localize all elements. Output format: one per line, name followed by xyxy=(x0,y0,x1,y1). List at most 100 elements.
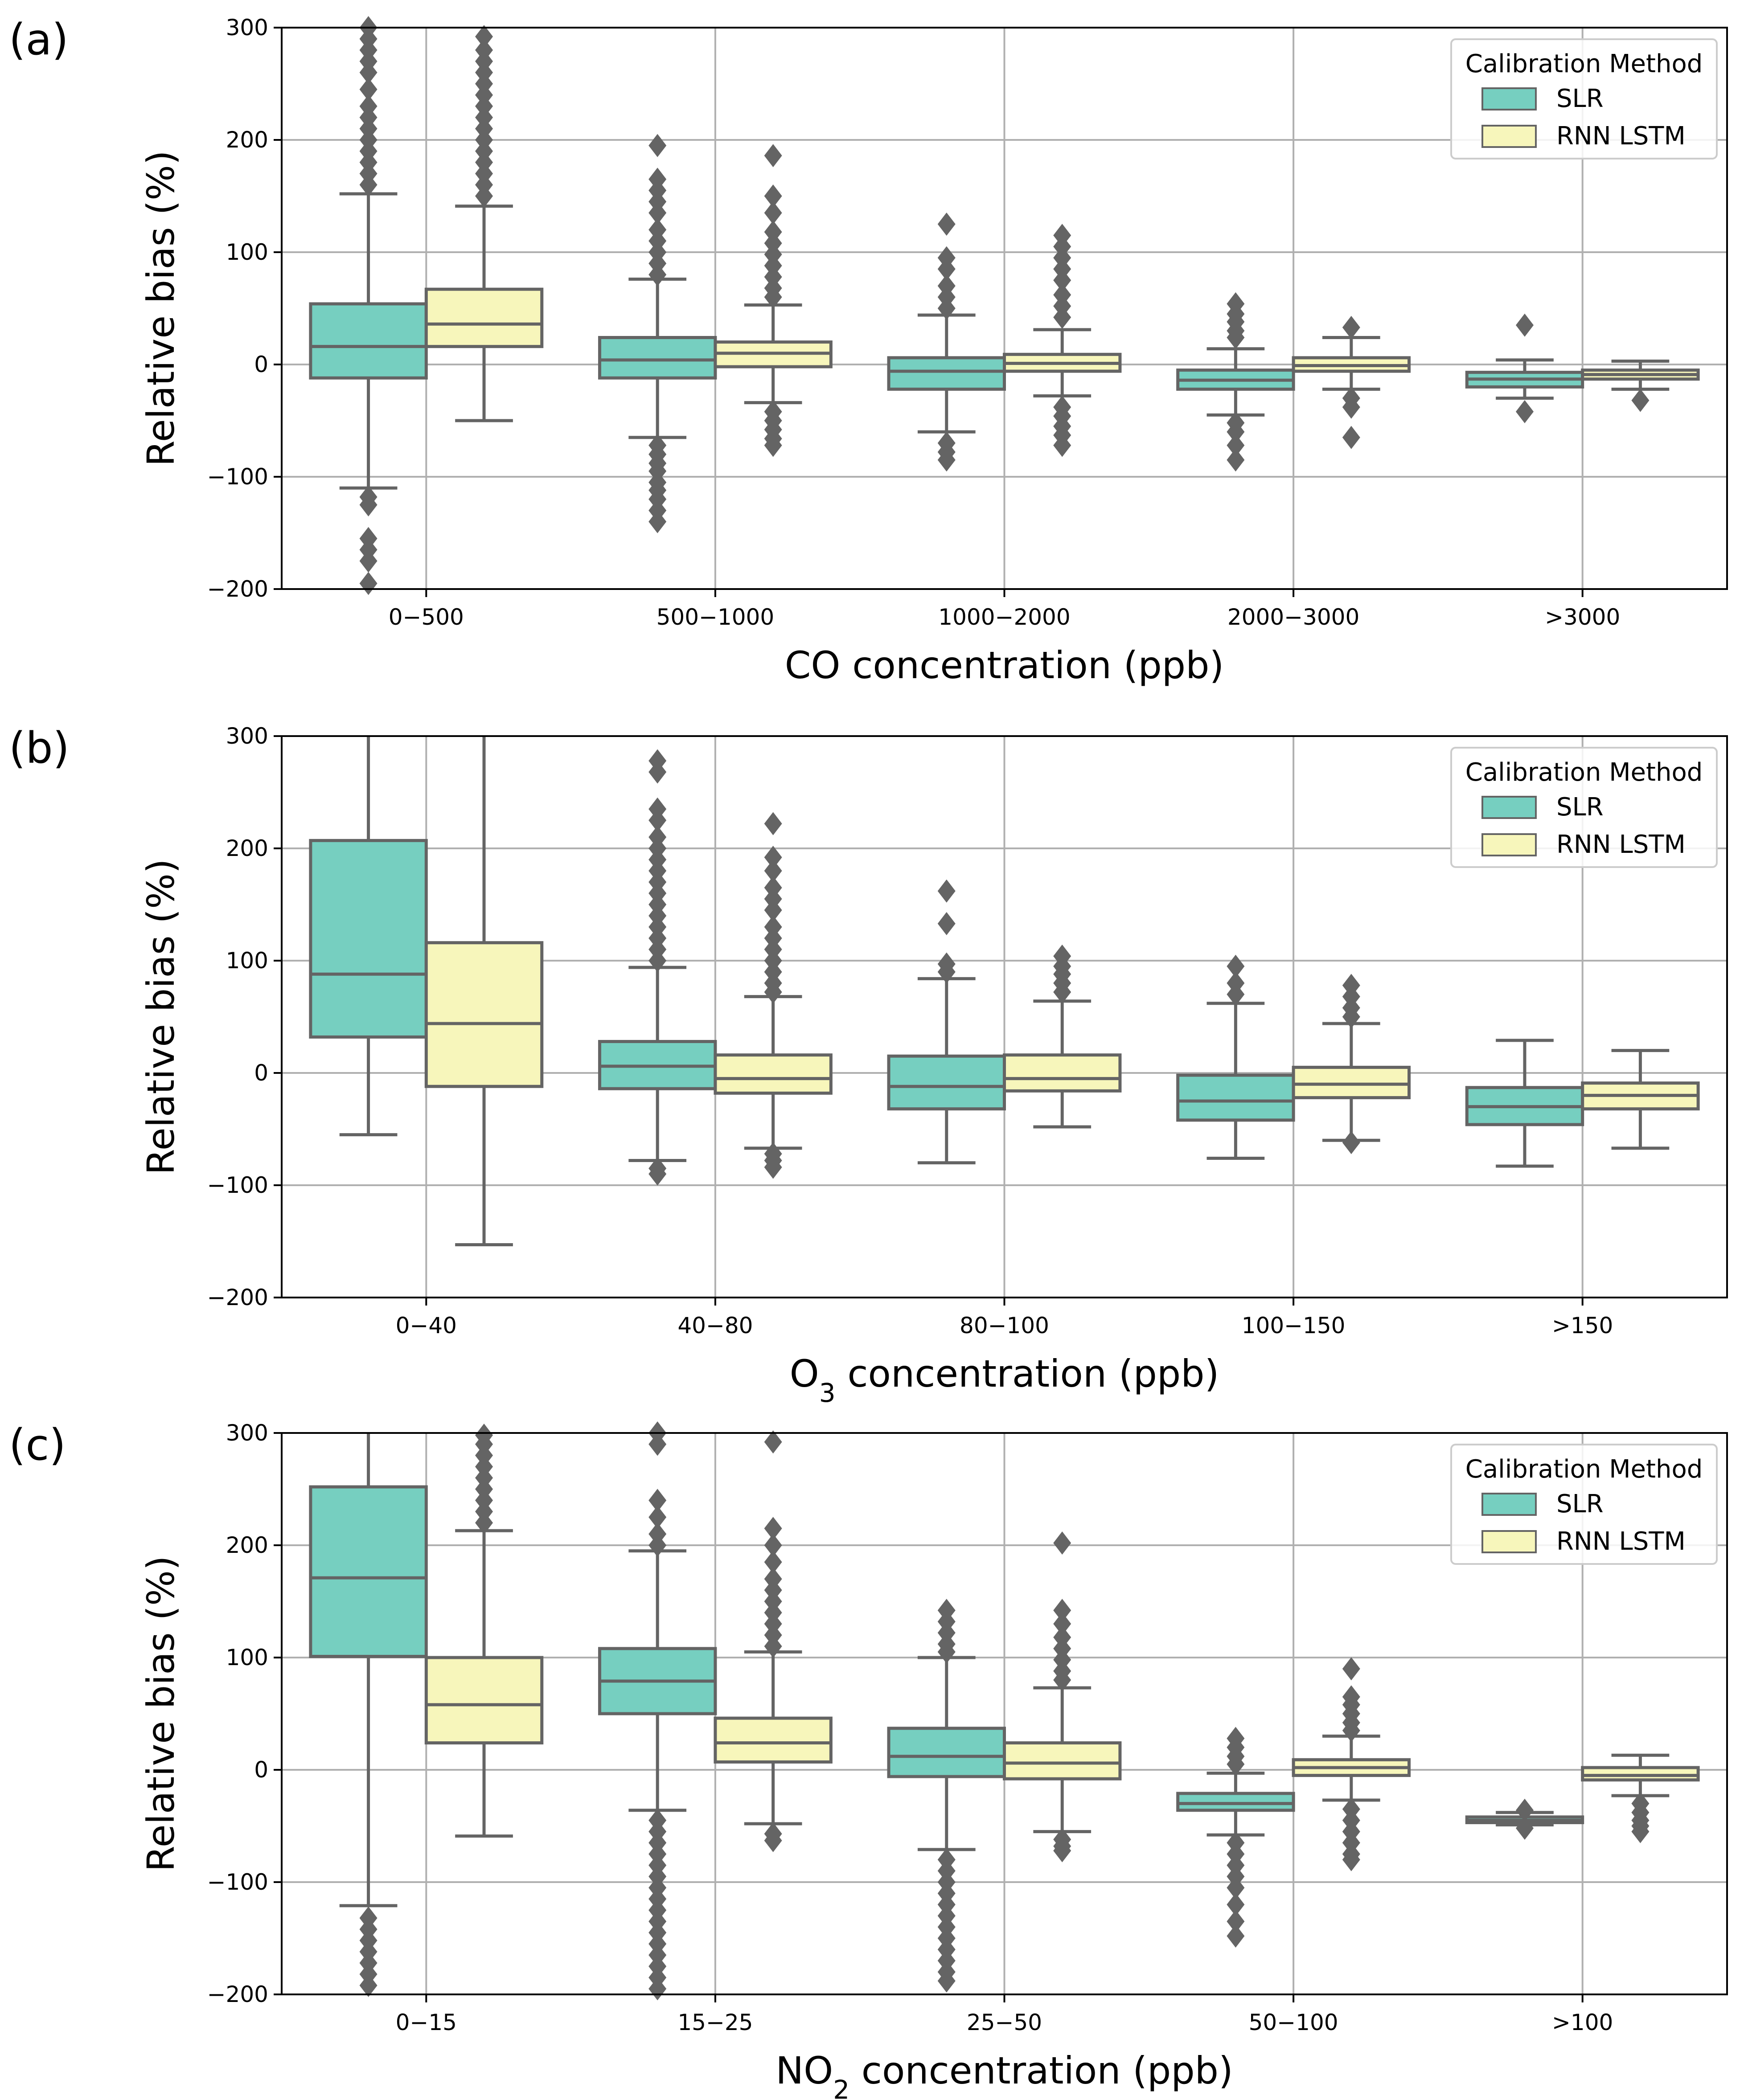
panel-label: (c) xyxy=(9,1420,66,1470)
panel-3: (c) 300 200 100 0 −100 −200 0−15 15−25 25−50 50−10… xyxy=(9,1420,1728,2100)
box-slr-4 xyxy=(1176,1727,1295,1948)
flier-point xyxy=(359,173,378,196)
flier-point xyxy=(1227,420,1245,444)
flier-point xyxy=(648,1489,667,1512)
flier-point xyxy=(1515,313,1534,337)
box-rnn-lstm-3 xyxy=(1003,1531,1122,1863)
box-rnn-lstm-4 xyxy=(1292,1657,1411,1871)
box-rnn-lstm-2 xyxy=(714,1430,833,1852)
legend-label-slr: SLR xyxy=(1556,793,1604,822)
legend: Calibration Method SLR RNN LSTM xyxy=(1450,747,1718,868)
flier-point xyxy=(764,846,782,869)
flier-point xyxy=(1053,1839,1071,1863)
flier-point xyxy=(1515,1798,1534,1822)
panel-1: (a) 300 200 100 0 −100 −200 0−500 500−1000 1000−2… xyxy=(9,15,1728,687)
box-slr-2 xyxy=(598,749,717,1186)
box-rnn-lstm-3 xyxy=(1003,944,1122,1129)
legend-swatch-rnn-lstm xyxy=(1481,1530,1537,1553)
x-axis-label-suffix: concentration (ppb) xyxy=(849,2049,1233,2092)
flier-point xyxy=(1342,1131,1360,1154)
box-rect xyxy=(309,839,428,1039)
box-slr-5 xyxy=(1465,1039,1584,1168)
y-tick-label: 300 xyxy=(226,15,268,41)
flier-point xyxy=(475,184,493,208)
box-slr-1 xyxy=(309,16,428,595)
y-tick-label: −100 xyxy=(207,464,268,490)
x-tick-label: >3000 xyxy=(1545,604,1620,630)
x-tick-label: 0−500 xyxy=(389,604,464,630)
x-axis-label: NO2 concentration (ppb) xyxy=(776,2049,1233,2100)
flier-point xyxy=(475,25,493,49)
panel-label: (b) xyxy=(9,723,70,773)
flier-point xyxy=(359,61,378,84)
x-tick-label: 0−15 xyxy=(396,2010,457,2035)
legend-label-slr: SLR xyxy=(1556,84,1604,113)
y-tick-label: −100 xyxy=(207,1869,268,1895)
flier-point xyxy=(1053,1668,1071,1692)
y-tick-label: −200 xyxy=(207,576,268,602)
box-rect xyxy=(887,1054,1006,1111)
flier-point xyxy=(1227,1893,1245,1916)
legend-title: Calibration Method xyxy=(1465,49,1703,78)
box-rnn-lstm-4 xyxy=(1292,315,1411,449)
box-rnn-lstm-2 xyxy=(714,812,833,1179)
x-axis-label-prefix: CO xyxy=(785,643,841,687)
flier-point xyxy=(1227,434,1245,457)
flier-point xyxy=(648,1506,667,1529)
legend: Calibration Method SLR RNN LSTM xyxy=(1450,1444,1718,1565)
flier-point xyxy=(648,1534,667,1557)
x-tick-label: 25−50 xyxy=(967,2010,1042,2035)
flier-point xyxy=(648,201,667,225)
x-tick-label: 80−100 xyxy=(960,1313,1049,1339)
legend-swatch-rnn-lstm xyxy=(1481,125,1537,148)
y-tick-label: 300 xyxy=(226,1420,268,1446)
flier-point xyxy=(1053,269,1071,292)
x-tick-label: 2000−3000 xyxy=(1227,604,1359,630)
flier-point xyxy=(1227,954,1245,978)
y-tick-label: 100 xyxy=(226,1645,268,1670)
flier-point xyxy=(359,493,378,516)
y-tick-label: 200 xyxy=(226,127,268,153)
box-rnn-lstm-1 xyxy=(424,25,544,422)
y-tick-label: 0 xyxy=(254,352,268,377)
x-tick-label: 0−40 xyxy=(396,1313,457,1339)
flier-point xyxy=(648,510,667,533)
flier-point xyxy=(1342,1848,1360,1871)
box-rect xyxy=(309,1485,428,1658)
y-tick-label: 200 xyxy=(226,1532,268,1558)
legend-label-rnn-lstm: RNN LSTM xyxy=(1556,1527,1686,1556)
flier-point xyxy=(1342,1719,1360,1742)
box-slr-2 xyxy=(598,134,717,533)
panel-2: (b) 300 200 100 0 −100 −200 0−40 40−80 80−100 100−… xyxy=(9,723,1728,1408)
box-slr-1 xyxy=(309,736,428,1137)
box-rect xyxy=(887,1727,1006,1778)
flier-point xyxy=(1342,1657,1360,1681)
flier-point xyxy=(648,809,667,832)
box-slr-4 xyxy=(1176,292,1295,472)
flier-point xyxy=(648,949,667,972)
flier-point xyxy=(1227,982,1245,1006)
legend-title: Calibration Method xyxy=(1465,758,1703,787)
flier-point xyxy=(648,1162,667,1186)
flier-point xyxy=(1053,306,1071,329)
legend-title: Calibration Method xyxy=(1465,1455,1703,1484)
flier-point xyxy=(359,1973,378,1997)
y-tick-label: 100 xyxy=(226,948,268,974)
flier-point xyxy=(1515,400,1534,423)
flier-point xyxy=(937,879,956,903)
panel-label: (a) xyxy=(9,15,69,65)
box-rnn-lstm-1 xyxy=(424,736,544,1247)
x-tick-label: >150 xyxy=(1552,1313,1613,1339)
box-rnn-lstm-2 xyxy=(714,144,833,457)
flier-point xyxy=(1053,1531,1071,1555)
box-rect xyxy=(1176,1792,1295,1812)
y-tick-label: 0 xyxy=(254,1060,268,1086)
flier-point xyxy=(648,760,667,784)
flier-point xyxy=(764,1634,782,1658)
flier-point xyxy=(1227,326,1245,349)
flier-point xyxy=(937,912,956,935)
flier-point xyxy=(764,201,782,225)
flier-point xyxy=(1631,389,1650,412)
flier-point xyxy=(648,134,667,157)
